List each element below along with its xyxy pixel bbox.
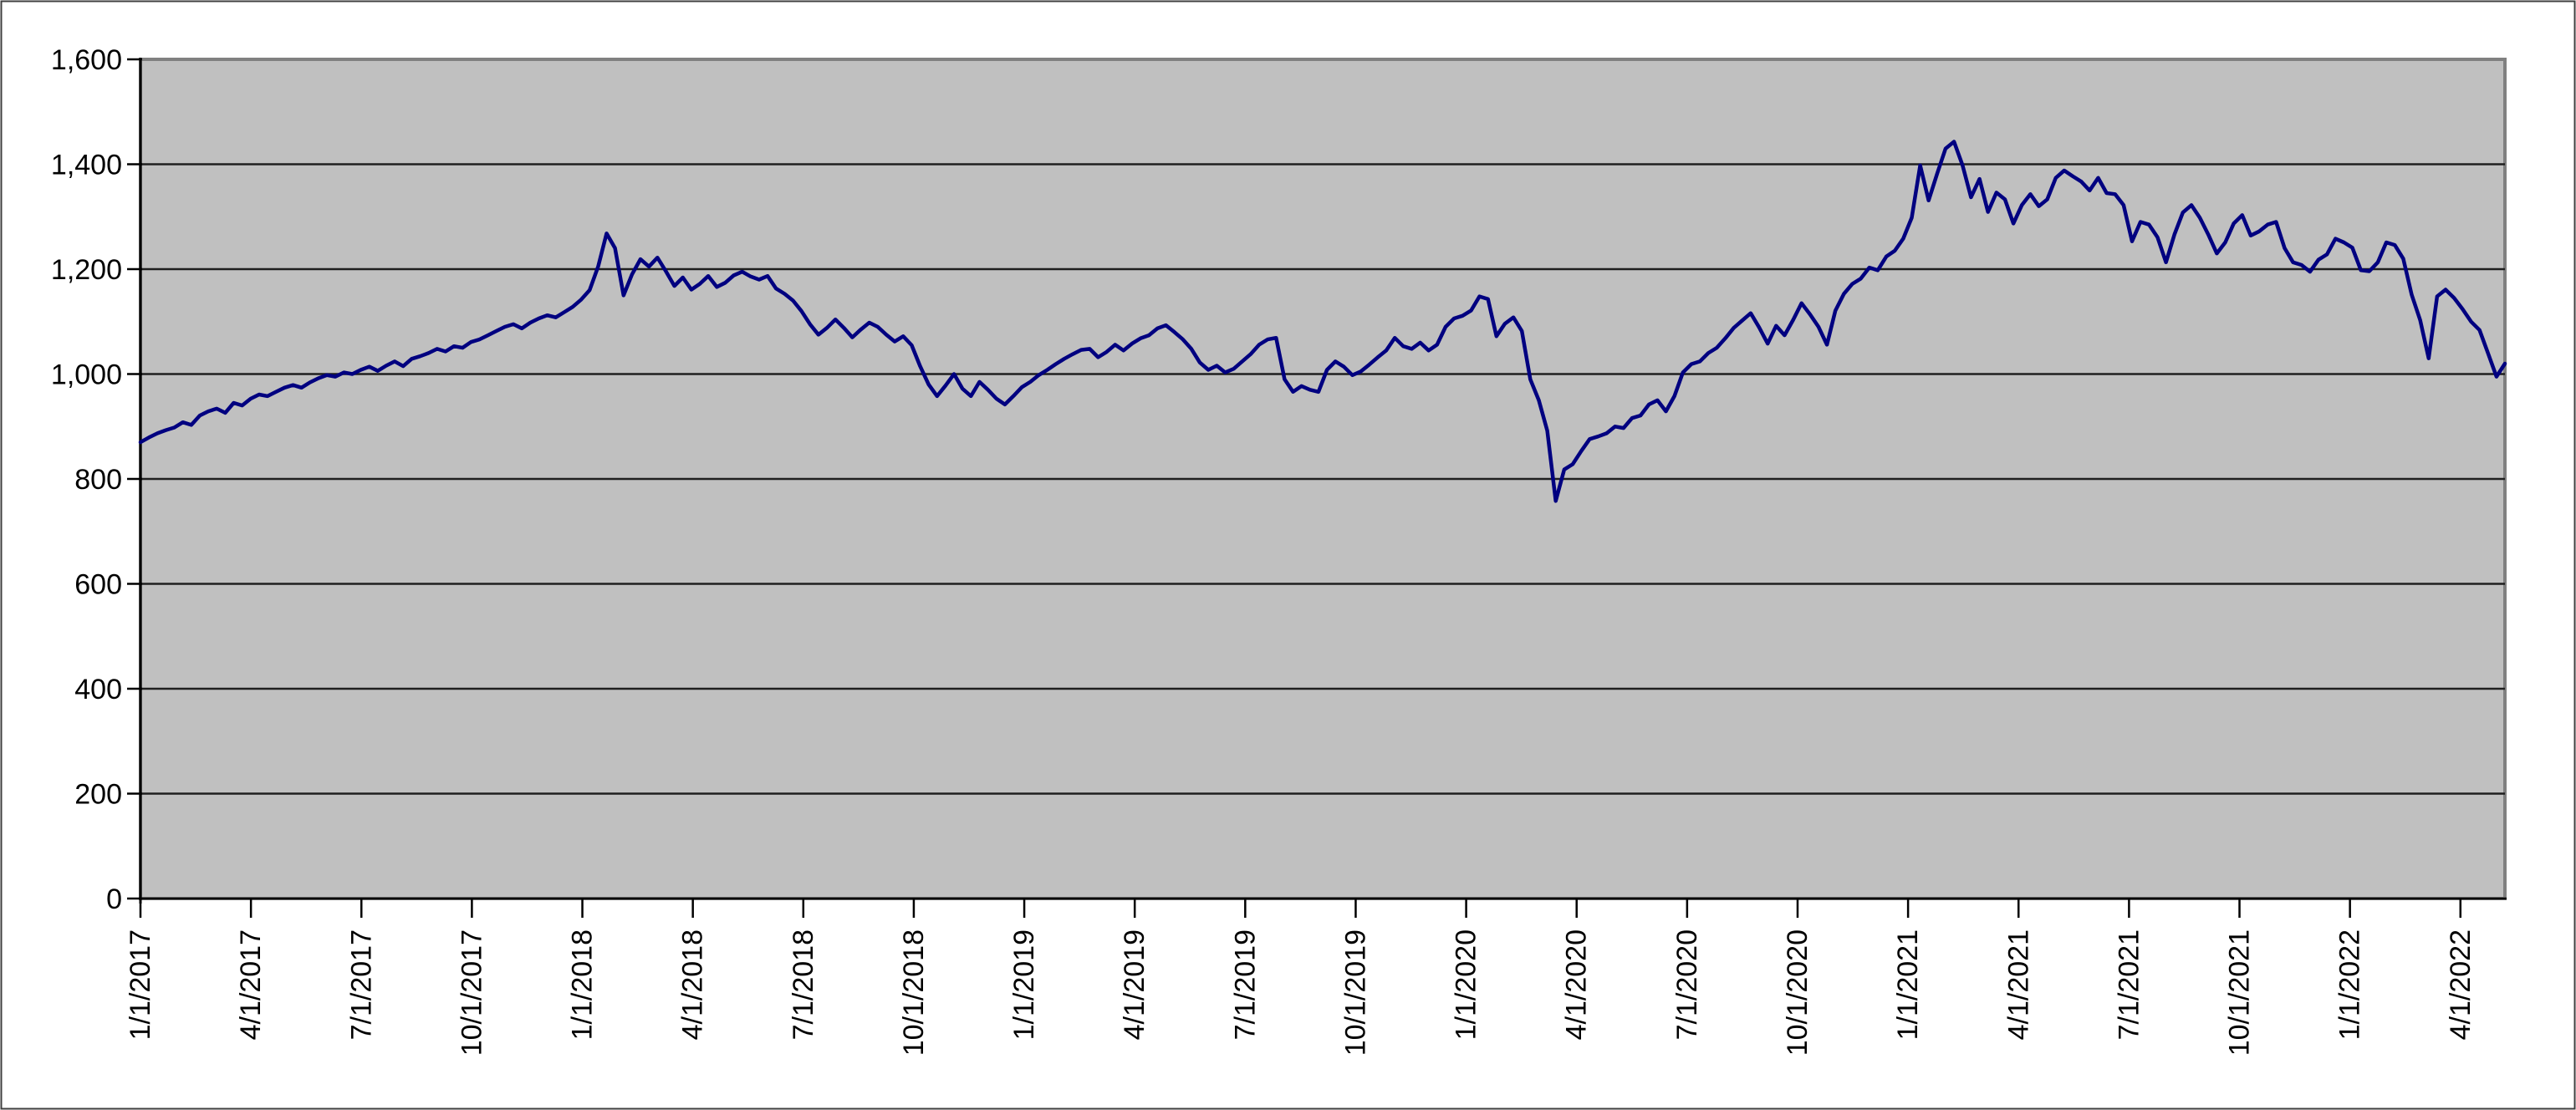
y-tick-label: 1,600 (51, 44, 122, 76)
y-tick-label: 200 (74, 779, 122, 811)
x-tick-label: 1/1/2017 (125, 929, 156, 1040)
x-tick-label: 4/1/2022 (2445, 929, 2477, 1040)
y-tick-label: 600 (74, 569, 122, 601)
x-tick-label: 1/1/2019 (1008, 929, 1040, 1040)
x-tick-label: 7/1/2019 (1229, 929, 1261, 1040)
x-axis: 1/1/2017 4/1/2017 7/1/2017 10/1/2017 1/1/201… (125, 899, 2477, 1056)
x-tick-label: 1/1/2018 (567, 929, 599, 1040)
x-tick-label: 10/1/2019 (1339, 929, 1371, 1056)
x-tick-label: 1/1/2022 (2334, 929, 2366, 1040)
x-tick-label: 10/1/2017 (456, 929, 487, 1056)
x-tick-label: 4/1/2017 (235, 929, 267, 1040)
x-tick-label: 4/1/2019 (1119, 929, 1150, 1040)
x-tick-label: 4/1/2018 (677, 929, 709, 1040)
x-tick-label: 10/1/2020 (1782, 929, 1813, 1056)
y-tick-label: 1,200 (51, 254, 122, 286)
x-tick-label: 4/1/2020 (1561, 929, 1593, 1040)
y-tick-label: 1,400 (51, 150, 122, 181)
x-tick-label: 1/1/2021 (1892, 929, 1924, 1040)
y-tick-label: 0 (106, 883, 122, 915)
x-tick-label: 1/1/2020 (1451, 929, 1482, 1040)
price-line (138, 140, 2507, 503)
x-tick-label: 4/1/2021 (2002, 929, 2034, 1040)
x-tick-label: 7/1/2018 (788, 929, 819, 1040)
y-tick-label: 1,000 (51, 359, 122, 391)
x-tick-label: 10/1/2021 (2224, 929, 2256, 1056)
x-tick-label: 7/1/2021 (2113, 929, 2145, 1040)
y-axis: 0 200 400 600 800 1,000 1,200 1,400 1,600 (51, 44, 142, 915)
x-tick-label: 10/1/2018 (898, 929, 930, 1056)
x-tick-label: 7/1/2020 (1671, 929, 1703, 1040)
y-tick-label: 400 (74, 674, 122, 705)
x-tick-label: 7/1/2017 (345, 929, 377, 1040)
gridlines (140, 163, 2505, 795)
y-tick-label: 800 (74, 464, 122, 496)
